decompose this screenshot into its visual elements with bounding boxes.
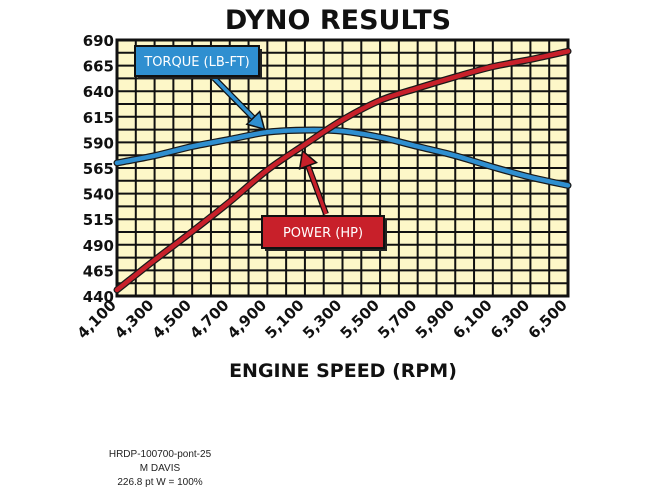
- y-tick-label: 540: [83, 186, 114, 204]
- plot-frame: [115, 38, 570, 298]
- y-tick-label: 465: [83, 262, 114, 280]
- x-axis-label: ENGINE SPEED (RPM): [229, 360, 457, 382]
- credit-line-1: HRDP-100700-pont-25: [108, 449, 212, 460]
- x-tick-label: 5,900: [412, 296, 458, 342]
- power-arrow-shaft: [306, 165, 328, 215]
- x-tick-label: 5,100: [261, 296, 307, 342]
- x-tick-label: 4,900: [224, 296, 270, 342]
- torque-arrow-head: [245, 110, 266, 131]
- x-tick-label: 5,300: [299, 296, 345, 342]
- x-tick-label: 4,300: [111, 296, 157, 342]
- x-tick-label: 4,700: [186, 296, 232, 342]
- torque-arrow-shaft: [212, 76, 255, 120]
- x-tick-label: 5,700: [374, 296, 420, 342]
- y-tick-label: 615: [83, 109, 114, 127]
- torque-label-box: [134, 45, 260, 77]
- x-tick-label: 6,100: [449, 296, 495, 342]
- photo-credits: HRDP-100700-pont-25 M DAVIS 226.8 pt W =…: [100, 448, 220, 490]
- torque-label-text: TORQUE (LB-FT): [143, 55, 250, 70]
- x-axis-ticks: 4,1004,3004,5004,7004,9005,1005,3005,500…: [74, 296, 571, 342]
- y-tick-label: 490: [83, 237, 114, 255]
- torque-line: [114, 127, 571, 188]
- grid-lines: [117, 40, 568, 296]
- power-arrow-head: [298, 149, 319, 171]
- series-labels: TORQUE (LB-FT) POWER (HP): [134, 45, 387, 251]
- y-tick-label: 515: [83, 211, 114, 229]
- credit-line-3: 226.8 pt W = 100%: [117, 477, 203, 488]
- power-line: [114, 49, 571, 293]
- y-tick-label: 590: [83, 134, 114, 152]
- credit-line-2: M DAVIS: [139, 463, 181, 474]
- x-tick-label: 5,500: [337, 296, 383, 342]
- x-tick-label: 4,500: [149, 296, 195, 342]
- series-lines: [113, 47, 572, 294]
- power-label-box: [261, 215, 385, 249]
- power-label-text: POWER (HP): [283, 226, 363, 241]
- y-tick-label: 640: [83, 83, 114, 101]
- x-tick-label: 6,300: [487, 296, 533, 342]
- y-tick-label: 565: [83, 160, 114, 178]
- y-tick-label: 440: [83, 288, 114, 306]
- y-tick-label: 690: [83, 32, 114, 50]
- x-tick-label: 6,500: [525, 296, 571, 342]
- chart-title: DYNO RESULTS: [225, 5, 451, 36]
- y-axis-ticks: 440 465 490 515 540 565 590 615 640 665 690: [83, 32, 114, 306]
- y-tick-label: 665: [83, 58, 114, 76]
